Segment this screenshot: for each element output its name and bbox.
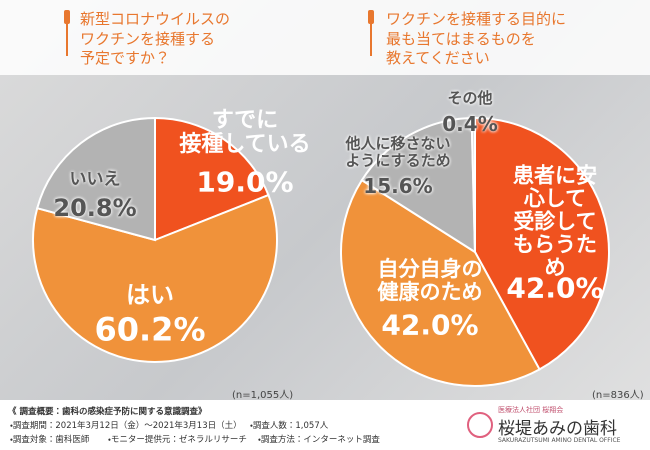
value-label: 15.6% — [363, 174, 433, 198]
logo-group: 医療法人社団 桜翔会 — [498, 406, 564, 414]
survey-item: ・調査人数：1,057人 — [250, 421, 329, 431]
value-label: 60.2% — [94, 310, 206, 349]
logo-mark — [467, 412, 493, 438]
logo-name: 桜堤あみの歯科 — [498, 419, 617, 439]
survey-heading: 《 調査概要：歯科の感染症予防に関する意識調査》 — [8, 407, 207, 417]
survey-item: ・調査期間：2021年3月12日（金）～2021年3月13日（土） — [10, 421, 242, 431]
chart-title: 新型コロナウイルスの ワクチンを接種する 予定ですか？ — [80, 10, 231, 67]
pie-slice — [340, 178, 541, 387]
value-label: 42.0% — [381, 308, 479, 342]
pie-slice — [32, 193, 278, 363]
toothbrush-icon — [64, 10, 374, 56]
footer-band — [0, 400, 650, 450]
annotation: (n=836人) — [592, 390, 644, 401]
value-label: 0.4% — [442, 112, 498, 136]
survey-item: ・調査対象：歯科医師 — [10, 435, 90, 445]
slice-label: その他 — [447, 88, 493, 107]
pie-slice — [470, 116, 476, 253]
survey-item: ・調査方法：インターネット調査 — [258, 435, 380, 445]
pie-slice — [154, 116, 270, 242]
annotation: (n=1,055人) — [232, 390, 294, 401]
header-band — [0, 0, 650, 75]
slice-label: 患者に安心して 受診して もらうため — [513, 163, 597, 280]
slice-label: いいえ — [69, 169, 121, 190]
value-label: 42.0% — [506, 271, 604, 305]
slice-label: はい — [126, 280, 174, 309]
value-label: 19.0% — [196, 165, 294, 199]
slice-label: すでに 接種している — [179, 107, 311, 157]
slice-label: 他人に移さない ようにするため — [345, 134, 451, 169]
slice-label: 自分自身の 健康のため — [377, 256, 483, 304]
pie-slice — [474, 116, 610, 371]
value-label: 20.8% — [53, 193, 137, 222]
logo-english: SAKURAZUTSUMI AMINO DENTAL OFFICE — [498, 437, 621, 444]
chart-title: ワクチンを接種する目的に 最も当てはまるものを 教えてください — [386, 10, 567, 67]
survey-item: ・モニター提供元：ゼネラルリサーチ — [108, 435, 247, 445]
pie-slice — [35, 116, 156, 242]
pie-slice — [360, 117, 477, 254]
